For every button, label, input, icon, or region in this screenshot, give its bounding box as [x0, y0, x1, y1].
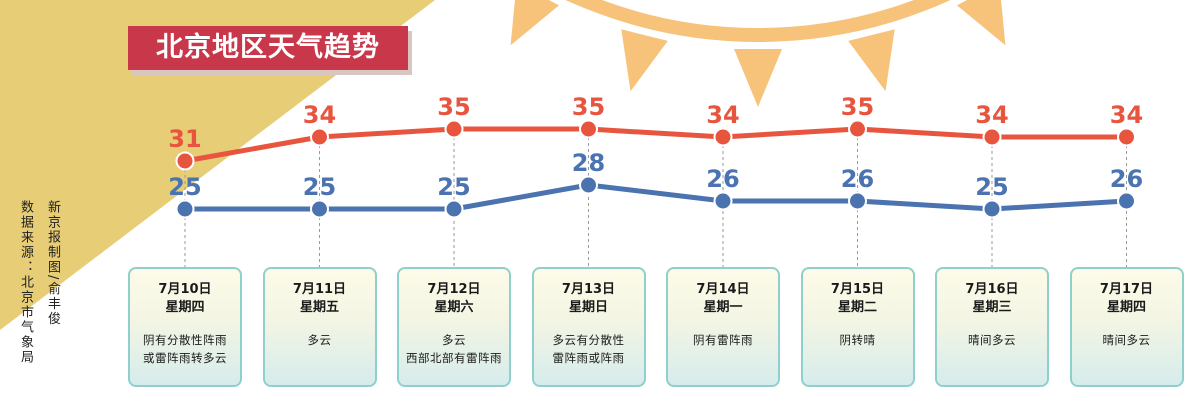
- day-date: 7月15日: [830, 282, 885, 297]
- day-condition: 多云: [307, 333, 332, 347]
- low-temp-line: [182, 182, 1129, 212]
- high-temp-point: [848, 119, 867, 139]
- day-weekday: 星期日: [568, 300, 608, 315]
- designer-credit: 新京报制图/俞丰俊: [45, 200, 60, 327]
- day-date: 7月16日: [965, 282, 1019, 297]
- high-temp-point: [444, 119, 464, 139]
- sun-arc: [565, 0, 951, 42]
- sun-ray: [957, 0, 1006, 46]
- high-temp-point: [713, 127, 733, 147]
- day-card: 7月17日星期四晴间多云: [1069, 267, 1184, 387]
- day-condition: 晴间多云: [968, 333, 1016, 347]
- day-date: 7月14日: [696, 282, 750, 297]
- day-card: 7月16日星期三晴间多云: [935, 267, 1049, 387]
- low-temp-label: 26: [706, 165, 739, 193]
- low-temp-point: [848, 191, 867, 211]
- sun-ray: [848, 29, 895, 92]
- sun-ray: [621, 29, 668, 92]
- high-temp-label: 34: [975, 101, 1008, 129]
- page-title: 北京地区天气趋势: [128, 26, 408, 70]
- day-condition: 晴间多云: [1102, 333, 1151, 347]
- day-card: 7月15日星期二阴转晴: [800, 267, 915, 387]
- high-temp-label: 34: [1110, 101, 1143, 129]
- day-weekday: 星期四: [1106, 300, 1146, 315]
- high-temp-line: [182, 126, 1129, 164]
- low-temp-label: 25: [437, 173, 470, 201]
- day-condition: 阴有分散性阵雨 或雷阵雨转多云: [143, 333, 227, 365]
- high-temp-point: [982, 127, 1002, 147]
- low-temp-point: [982, 199, 1002, 219]
- day-weekday: 星期三: [972, 300, 1012, 315]
- day-condition: 多云 西部北部有雷阵雨: [406, 333, 502, 365]
- low-temp-point: [713, 191, 733, 211]
- low-temp-label: 28: [572, 149, 605, 177]
- day-date: 7月10日: [158, 282, 212, 297]
- low-temp-label: 25: [975, 173, 1008, 201]
- low-temp-label: 26: [841, 165, 874, 193]
- low-temp-point: [444, 199, 464, 219]
- high-temp-point: [175, 151, 195, 171]
- high-temp-label: 35: [437, 93, 470, 121]
- day-card: 7月14日星期一阴有雷阵雨: [666, 267, 780, 387]
- day-weekday: 星期二: [837, 300, 877, 315]
- low-temp-label: 25: [168, 173, 201, 201]
- day-condition: 阴转晴: [839, 333, 876, 347]
- sun-ray: [510, 0, 559, 46]
- day-card: 7月11日星期五多云: [262, 267, 377, 387]
- day-date: 7月12日: [427, 282, 481, 297]
- day-date: 7月11日: [292, 282, 347, 297]
- day-date: 7月17日: [1099, 282, 1154, 297]
- sun-decoration: [510, 0, 1006, 107]
- high-temp-label: 35: [572, 93, 605, 121]
- low-temp-point: [310, 199, 329, 219]
- high-temp-label: 34: [706, 101, 739, 129]
- high-temp-point: [310, 127, 329, 147]
- day-card: 7月12日星期六多云 西部北部有雷阵雨: [397, 267, 511, 387]
- high-temp-label: 31: [168, 125, 201, 153]
- day-weekday: 星期一: [703, 300, 743, 315]
- low-temp-point: [579, 175, 598, 195]
- sun-ray: [734, 49, 782, 107]
- high-temp-point: [1117, 127, 1136, 147]
- low-temp-point: [1117, 191, 1136, 211]
- low-temp-label: 25: [303, 173, 336, 201]
- day-card: 7月10日星期四阴有分散性阵雨 或雷阵雨转多云: [128, 267, 242, 387]
- low-temp-point: [175, 199, 195, 219]
- high-temp-label: 35: [841, 93, 874, 121]
- day-date: 7月13日: [561, 282, 616, 297]
- day-card: 7月13日星期日多云有分散性 雷阵雨或阵雨: [531, 267, 646, 387]
- high-temp-point: [579, 119, 598, 139]
- corner-band: [0, 0, 435, 330]
- source-credit: 数据来源：北京市气象局: [18, 200, 33, 365]
- day-condition: 多云有分散性 雷阵雨或阵雨: [552, 333, 625, 365]
- high-temp-label: 34: [303, 101, 336, 129]
- day-weekday: 星期五: [299, 300, 339, 315]
- day-weekday: 星期六: [434, 300, 474, 315]
- low-temp-label: 26: [1110, 165, 1143, 193]
- day-weekday: 星期四: [165, 300, 205, 315]
- day-condition: 阴有雷阵雨: [693, 333, 753, 347]
